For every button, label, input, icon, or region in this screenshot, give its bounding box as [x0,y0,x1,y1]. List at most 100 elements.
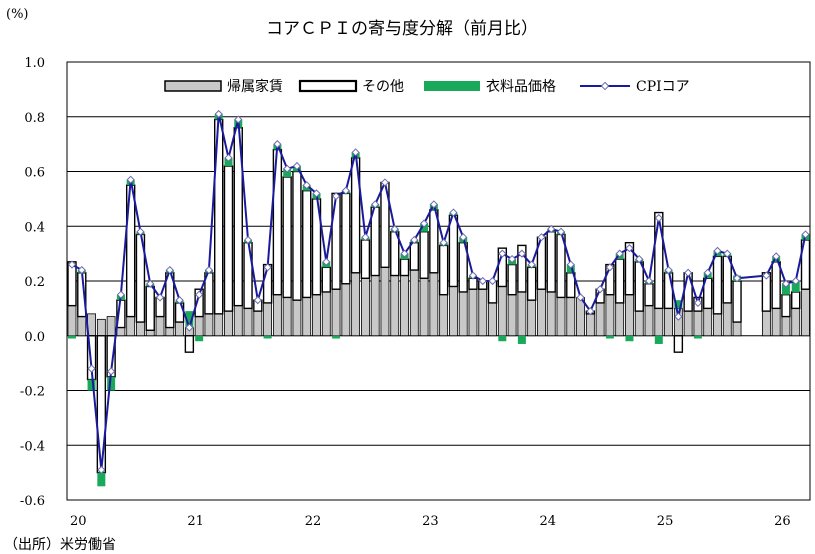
apparel-bar [263,335,272,339]
core-point [234,115,243,124]
other-bar [614,258,625,304]
other-bar [546,231,556,293]
core-point [116,290,126,299]
core-point [732,274,742,283]
oer-bar [546,291,556,337]
apparel-bar [332,335,341,339]
oer-bar [439,294,449,337]
oer-bar [537,288,546,337]
oer-bar [312,294,321,337]
other-bar [663,272,674,310]
core-point [439,238,448,247]
x-tick-label: 22 [305,514,322,529]
core-point [537,233,546,242]
y-tick-label: -0.4 [20,439,45,454]
oer-bar [321,291,331,337]
x-tick-label: 20 [70,514,87,529]
oer-bar [233,305,243,337]
apparel-bar [654,335,663,344]
oer-bar [801,288,810,337]
oer-bar [214,313,224,337]
other-bar [409,241,419,271]
oer-bar [605,294,615,337]
core-point [615,249,624,258]
oer-bar [771,307,781,337]
oer-bar [380,266,390,337]
other-bar [292,170,302,301]
core-point [605,263,615,272]
other-bar [673,335,684,353]
other-bar [96,335,107,474]
core-point [283,164,292,173]
core-point [331,192,341,201]
legend: 帰属家賃 その他 衣料品価格 CPIコア [164,78,690,95]
other-bar [771,261,781,310]
other-bar [341,192,351,285]
core-point [302,181,311,190]
y-tick-label: 0.4 [24,220,45,235]
apparel-bar [625,335,634,342]
core-point [429,200,438,209]
oer-bar [351,272,361,337]
other-bar [438,244,449,296]
source-note: （出所）米労働省 [4,537,116,553]
oer-bar [488,302,497,337]
other-bar [399,258,410,277]
apparel-bar [791,281,800,292]
core-point [136,227,145,236]
oer-bar [664,307,673,337]
other-bar [223,165,234,312]
core-point [596,285,605,294]
oer-bar [468,288,478,337]
oer-bar [282,297,292,337]
x-tick-label: 25 [657,514,674,529]
oer-bar [106,316,116,337]
core-point [126,175,135,184]
core-point [693,298,703,308]
x-tick-label: 23 [422,514,439,529]
other-bar [624,241,635,296]
core-point [380,178,390,187]
other-bar [781,293,791,318]
oer-bar [781,316,791,337]
oer-bar [331,288,341,337]
core-point [586,307,595,316]
other-bar [517,244,527,293]
legend-apparel-swatch [424,81,480,91]
core-point [791,276,800,286]
core-point [351,148,360,157]
oer-bar [507,294,517,337]
other-bar [321,266,331,293]
oer-bar [566,297,576,337]
core-point [67,260,77,269]
legend-apparel-label: 衣料品価格 [486,79,556,95]
oer-bar [478,288,488,337]
core-point [556,227,566,236]
x-tick-label: 24 [539,514,556,529]
gridlines [67,61,810,501]
core-point [273,140,282,149]
legend-oer-label: 帰属家賃 [227,78,283,95]
oer-bar [595,302,605,337]
oer-bar [272,294,282,337]
oer-bar [136,321,145,337]
core-point [664,265,673,275]
core-point [322,257,331,266]
y-tick-label: -0.6 [20,494,45,509]
core-point [155,293,165,302]
core-point [772,252,781,261]
core-point [175,296,184,305]
apparel-bar [195,335,204,342]
apparel-bar [68,335,76,339]
core-point [547,224,556,234]
oer-bar [761,310,771,337]
oer-bar [224,310,233,337]
oer-bar [625,294,634,337]
core-point [684,268,693,277]
core-point [185,323,194,332]
core-point [146,279,155,288]
core-point [390,224,399,234]
oer-bar [556,297,566,337]
core-point [674,312,683,321]
core-point [478,276,487,286]
